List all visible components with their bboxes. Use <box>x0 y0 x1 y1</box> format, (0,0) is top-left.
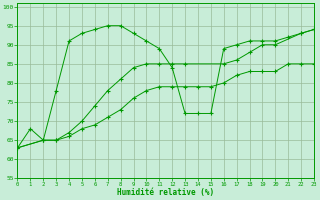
X-axis label: Humidité relative (%): Humidité relative (%) <box>117 188 214 197</box>
